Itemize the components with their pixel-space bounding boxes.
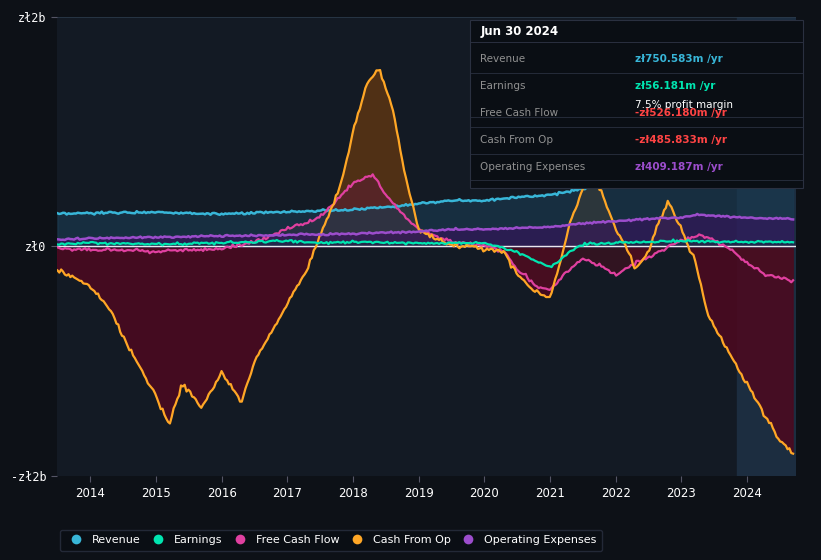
Text: -zł485.833m /yr: -zł485.833m /yr xyxy=(635,135,727,145)
Legend: Revenue, Earnings, Free Cash Flow, Cash From Op, Operating Expenses: Revenue, Earnings, Free Cash Flow, Cash … xyxy=(60,530,602,551)
Text: Earnings: Earnings xyxy=(480,81,525,91)
Text: zł56.181m /yr: zł56.181m /yr xyxy=(635,81,715,91)
Text: Jun 30 2024: Jun 30 2024 xyxy=(480,25,558,38)
Text: zł750.583m /yr: zł750.583m /yr xyxy=(635,54,722,64)
Bar xyxy=(737,17,796,476)
Text: zł409.187m /yr: zł409.187m /yr xyxy=(635,162,722,172)
Text: Revenue: Revenue xyxy=(480,54,525,64)
Text: -zł526.180m /yr: -zł526.180m /yr xyxy=(635,108,727,118)
Text: Free Cash Flow: Free Cash Flow xyxy=(480,108,558,118)
Text: Cash From Op: Cash From Op xyxy=(480,135,553,145)
Text: 7.5% profit margin: 7.5% profit margin xyxy=(635,100,732,110)
Text: Operating Expenses: Operating Expenses xyxy=(480,162,585,172)
